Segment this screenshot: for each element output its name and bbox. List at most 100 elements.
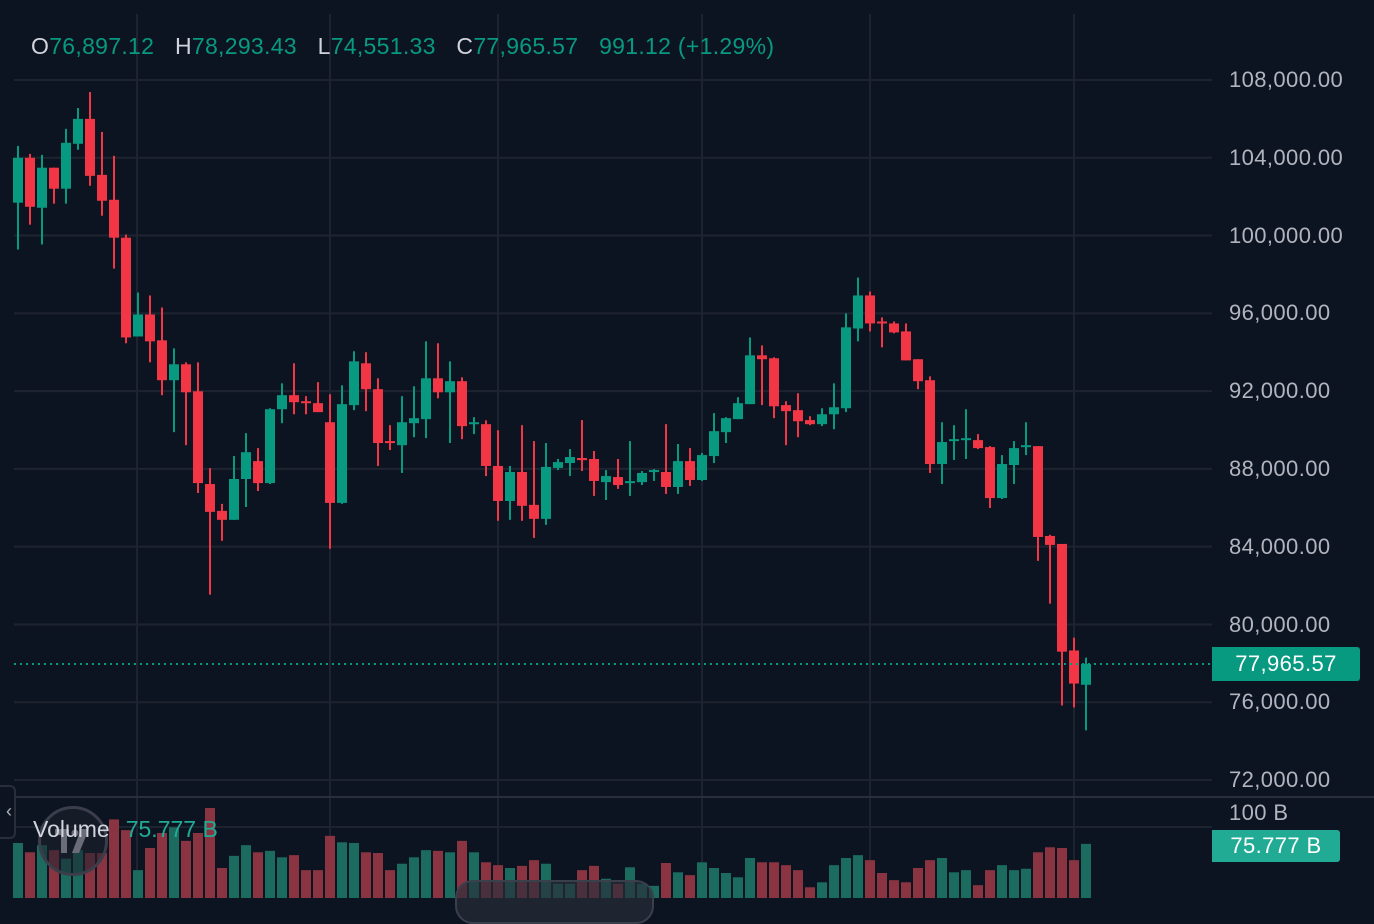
candle-body (1033, 446, 1043, 537)
high-value: 78,293.43 (191, 33, 297, 59)
volume-bar (1009, 870, 1019, 898)
candle-body (961, 438, 971, 441)
volume-bar (349, 843, 359, 898)
candle-body (553, 462, 563, 468)
volume-bar (865, 860, 875, 898)
volume-bar (697, 862, 707, 898)
volume-bar (181, 840, 191, 898)
volume-bar (217, 868, 227, 898)
candle-body (997, 464, 1007, 499)
candle-body (661, 472, 671, 487)
candle-body (577, 458, 587, 461)
candle-body (877, 321, 887, 324)
volume-bar (757, 862, 767, 898)
volume-bar (13, 843, 23, 898)
candle-body (949, 439, 959, 442)
candle-body (13, 157, 23, 203)
candle-body (541, 466, 551, 519)
volume-bar (877, 873, 887, 898)
candle-body (241, 452, 251, 479)
volume-bar (997, 865, 1007, 898)
candle-body (109, 199, 119, 238)
price-tick-label: 80,000.00 (1229, 611, 1331, 637)
candle-body (637, 472, 647, 483)
candle-body (373, 389, 383, 444)
volume-bar (937, 858, 947, 898)
volume-bar (661, 863, 671, 898)
candle-body (1069, 650, 1079, 684)
candle-body (337, 404, 347, 503)
price-tick-label: 88,000.00 (1229, 456, 1331, 481)
volume-bar (289, 855, 299, 898)
volume-bar (733, 877, 743, 898)
candle-body (1057, 543, 1067, 652)
candle-body (685, 461, 695, 480)
volume-bar (25, 852, 35, 898)
candle-body (277, 395, 287, 410)
candle-body (37, 167, 47, 208)
candle-body (25, 157, 35, 207)
volume-bar (949, 872, 959, 898)
volume-bar (673, 872, 683, 898)
candle-body (481, 424, 491, 466)
candle-body (217, 510, 227, 520)
candle-body (697, 455, 707, 480)
candle-body (229, 479, 239, 520)
high-label: H (174, 33, 192, 59)
candle-body (445, 381, 455, 393)
candle-body (49, 167, 59, 189)
close-value: 77,965.57 (473, 33, 579, 59)
volume-bar (469, 852, 479, 898)
volume-bar (961, 870, 971, 898)
ohlc-legend: O76,897.12 H78,293.43 L74,551.33 C77,965… (31, 33, 788, 60)
volume-bar (409, 857, 419, 898)
volume-bar (709, 868, 719, 898)
candle-body (493, 465, 503, 501)
candle-body (505, 472, 515, 501)
volume-bar (1021, 868, 1031, 898)
candle-body (85, 118, 95, 176)
volume-bar (841, 858, 851, 898)
volume-bar (241, 845, 251, 898)
candle-body (145, 314, 155, 342)
candle-body (325, 422, 335, 503)
candle-body (301, 401, 311, 404)
volume-bar (829, 865, 839, 898)
candle-body (421, 378, 431, 420)
volume-bar (61, 858, 71, 898)
volume-bar (361, 852, 371, 898)
candle-body (1081, 664, 1091, 685)
candle-body (205, 484, 215, 512)
volume-bar (313, 870, 323, 898)
volume-bar (253, 852, 263, 898)
tradingview-logo[interactable] (38, 806, 108, 876)
volume-bar (421, 850, 431, 898)
candle-body (121, 237, 131, 338)
chevron-left-icon[interactable]: ‹ (0, 785, 16, 839)
price-tick-label: 104,000.00 (1229, 144, 1344, 170)
candle-body (817, 414, 827, 425)
volume-bar (925, 860, 935, 898)
candle-body (529, 504, 539, 519)
candle-body (757, 355, 767, 360)
candle-body (61, 142, 71, 189)
bottom-toolbar-pill[interactable] (455, 880, 654, 924)
change-value: 991.12 (+1.29%) (599, 33, 775, 59)
volume-bar (853, 855, 863, 898)
candle-body (901, 331, 911, 361)
volume-bar (157, 833, 167, 898)
volume-bar (265, 850, 275, 898)
current-volume-tag: 75.777 B (1212, 830, 1340, 862)
volume-bar (1045, 847, 1055, 898)
open-label: O (31, 33, 50, 59)
candle-body (805, 420, 815, 425)
candle-body (853, 295, 863, 329)
volume-bar (1057, 848, 1067, 898)
candle-body (349, 361, 359, 406)
candle-body (1009, 448, 1019, 465)
volume-bar (229, 855, 239, 898)
open-value: 76,897.12 (49, 33, 155, 59)
volume-bar (373, 853, 383, 898)
candlestick-chart[interactable] (0, 0, 1374, 898)
candle-body (265, 409, 275, 484)
